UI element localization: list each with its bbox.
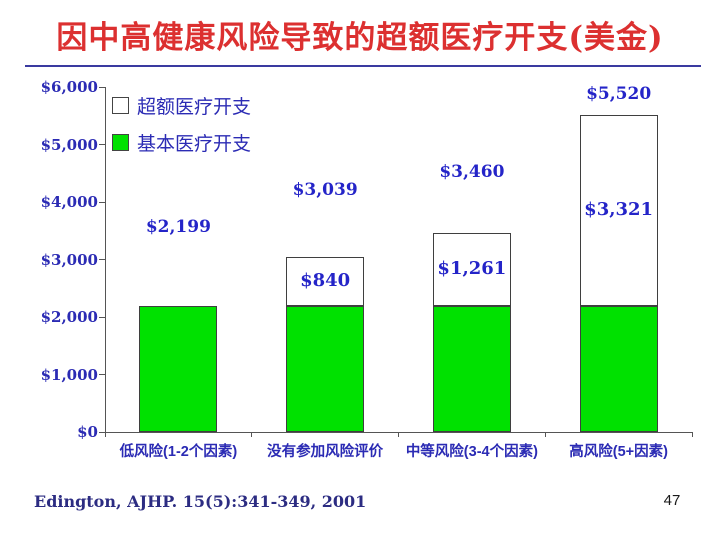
- y-axis-tick: [99, 201, 105, 203]
- x-axis-tick: [544, 432, 546, 437]
- y-tick-label: $1,000: [40, 365, 98, 384]
- basic-series-swatch-icon: [112, 133, 129, 151]
- x-axis-tick: [691, 432, 693, 437]
- bar-excess-segment: [286, 257, 365, 306]
- y-tick-label: $6,000: [40, 78, 98, 96]
- total-value-label: $2,199: [145, 216, 211, 237]
- total-value-label: $3,460: [439, 162, 505, 183]
- bar-basic-segment: [286, 305, 365, 432]
- x-axis: [105, 432, 693, 433]
- legend-label-excess: 超额医疗开支: [137, 95, 252, 118]
- x-axis-tick: [251, 432, 253, 437]
- y-tick-label: $0: [77, 423, 98, 441]
- legend-item-basic: 基本医疗开支: [112, 132, 251, 155]
- footer-citation: Edington, AJHP. 15(5):341-349, 2001: [34, 492, 367, 511]
- title-underline: [25, 65, 701, 67]
- y-axis-tick: [99, 259, 105, 260]
- x-category-label: 高风险(5+因素): [569, 444, 668, 460]
- bar-excess-segment: [432, 233, 511, 306]
- legend-item-excess: 超额医疗开支: [112, 95, 251, 118]
- y-axis-tick: [99, 144, 105, 145]
- y-tick-label: $2,000: [40, 308, 98, 326]
- excess-value-label: $840: [300, 270, 351, 292]
- page-number: 47: [663, 492, 681, 509]
- y-axis-tick: [99, 431, 105, 433]
- bar-basic-segment: [432, 305, 511, 432]
- x-category-label: 中等风险(3-4个因素): [405, 444, 538, 460]
- x-axis-tick: [104, 432, 106, 437]
- excess-value-label: $1,261: [437, 258, 507, 280]
- y-tick-label: $5,000: [40, 135, 98, 154]
- legend-label-basic: 基本医疗开支: [137, 132, 252, 155]
- x-category-label: 低风险(1-2个因素): [119, 444, 238, 460]
- bar-basic-segment: [579, 305, 658, 432]
- y-axis: [105, 87, 106, 432]
- y-tick-label: $4,000: [40, 193, 98, 211]
- y-axis-tick: [99, 86, 105, 88]
- bar-excess-segment: [579, 114, 658, 306]
- y-axis-tick: [99, 316, 105, 318]
- x-axis-tick: [398, 432, 399, 437]
- excess-series-swatch-icon: [112, 96, 129, 114]
- y-tick-label: $3,000: [40, 250, 98, 269]
- page-title: 因中高健康风险导致的超额医疗开支(美金): [56, 20, 664, 56]
- chart-legend: 超额医疗开支 基本医疗开支: [112, 95, 251, 169]
- bar-basic-segment: [139, 305, 218, 432]
- total-value-label: $5,520: [586, 83, 652, 104]
- excess-value-label: $3,321: [584, 199, 654, 221]
- total-value-label: $3,039: [292, 180, 358, 201]
- y-axis-tick: [99, 374, 105, 375]
- x-category-label: 没有参加风险评价: [267, 444, 384, 460]
